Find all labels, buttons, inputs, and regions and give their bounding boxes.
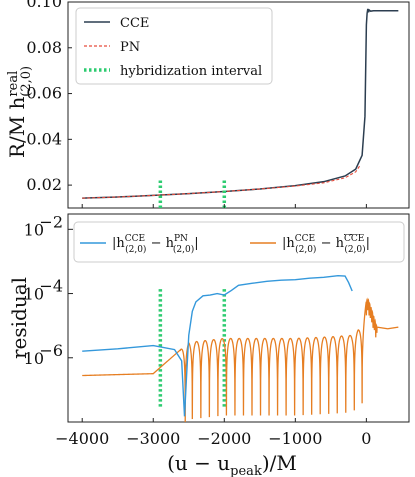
top-plot-area bbox=[82, 8, 399, 208]
top-panel-frame bbox=[67, 1, 410, 209]
bottom-y-tick-exponent: −2 bbox=[39, 212, 63, 231]
legend-label-cce-residual: |hCCE (2,0) − hCCE (2,0)| bbox=[282, 234, 370, 255]
legend-label-hybridization: hybridization interval bbox=[120, 64, 262, 79]
bottom-y-tick-exponent: −4 bbox=[39, 277, 63, 296]
x-tick-label: −2000 bbox=[197, 429, 251, 448]
series-line-pn-residual bbox=[82, 274, 353, 417]
top-y-tick-label: 0.02 bbox=[26, 175, 62, 194]
top-y-tick-label: 0.04 bbox=[26, 129, 62, 148]
bottom-legend: |hCCE (2,0) − hPN (2,0)| |hCCE (2,0) − hCCE… bbox=[73, 221, 405, 263]
top-legend-box bbox=[75, 7, 273, 85]
bottom-plot-area bbox=[82, 274, 399, 422]
top-legend: CCE PN hybridization interval bbox=[75, 7, 273, 85]
series-line-pn bbox=[82, 164, 362, 199]
legend-label-pn: PN bbox=[120, 40, 140, 55]
legend-label-cce: CCE bbox=[120, 16, 149, 31]
x-ticks: −4000 −3000 −2000 −1000 0 bbox=[55, 204, 371, 448]
bottom-y-tick-label: 10 bbox=[24, 220, 44, 239]
legend-label-pn-residual: |hCCE (2,0) − hPN (2,0)| bbox=[112, 234, 199, 255]
bottom-y-tick-label: 10 bbox=[24, 285, 44, 304]
bottom-legend-box bbox=[73, 221, 405, 263]
bottom-panel-frame bbox=[67, 213, 410, 423]
x-tick-label: −3000 bbox=[126, 429, 180, 448]
bottom-y-axis-label: residual bbox=[7, 277, 31, 359]
top-y-tick-label: 0.08 bbox=[26, 38, 62, 57]
top-y-ticks: 0.02 0.04 0.06 0.08 0.10 bbox=[26, 0, 72, 194]
bottom-y-tick-label: 10 bbox=[24, 349, 44, 368]
x-tick-label: 0 bbox=[361, 429, 371, 448]
bottom-y-tick-exponent: −6 bbox=[39, 341, 63, 360]
bottom-y-ticks: 10−610−410−2 bbox=[24, 212, 73, 368]
top-y-tick-label: 0.06 bbox=[26, 84, 62, 103]
x-tick-label: −4000 bbox=[55, 429, 109, 448]
top-y-tick-label: 0.10 bbox=[26, 0, 62, 11]
x-axis-label: (u − upeak)/M bbox=[167, 451, 297, 477]
top-y-axis-label: R/M hreal(2,0) bbox=[5, 66, 34, 158]
x-tick-label: −1000 bbox=[268, 429, 322, 448]
series-line-cce-residual bbox=[82, 297, 399, 422]
